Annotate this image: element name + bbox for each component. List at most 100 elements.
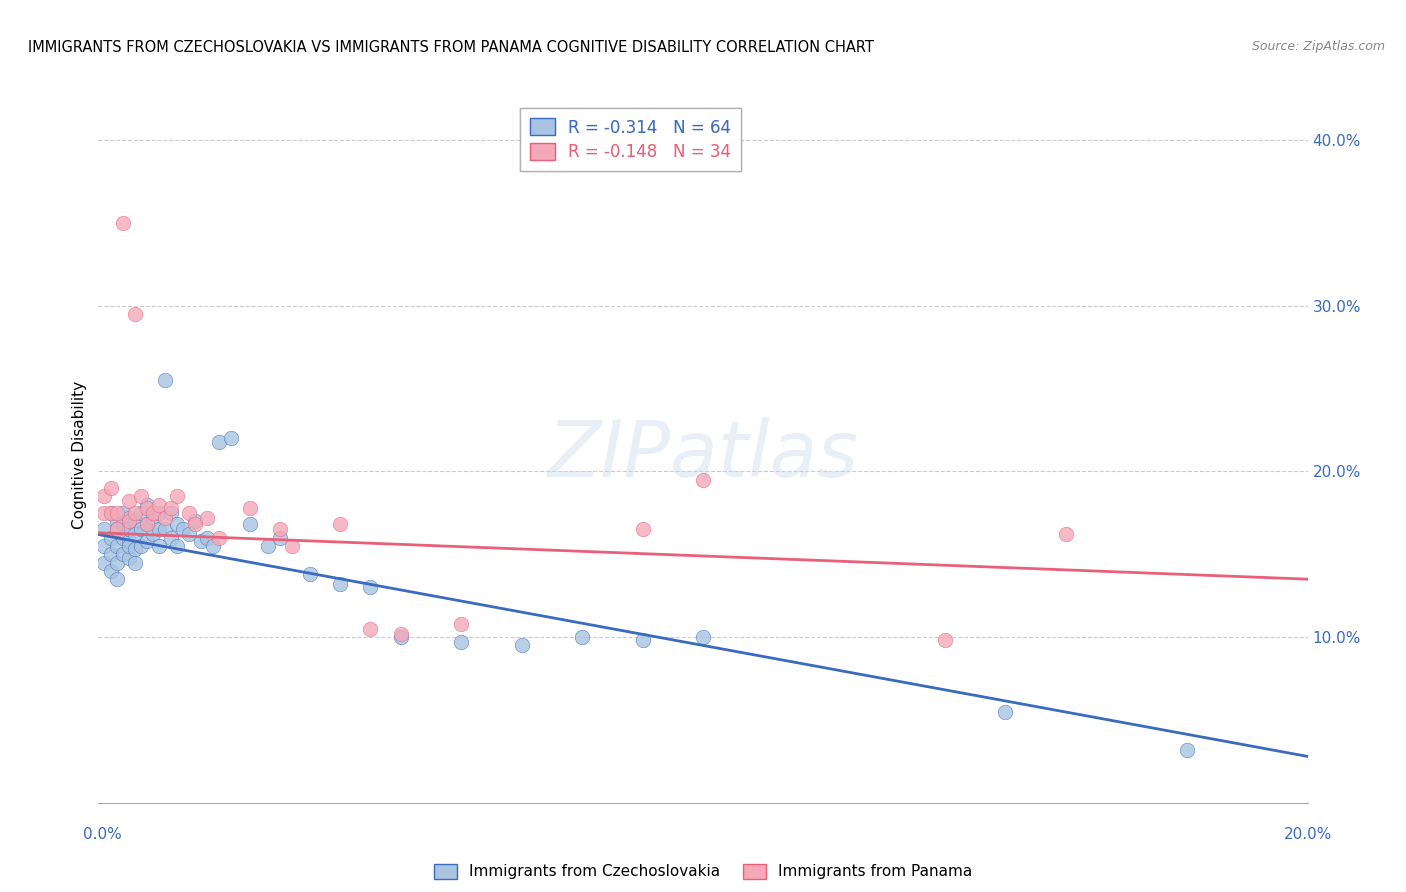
Point: [256, 539, 278, 553]
Point: [184, 514, 207, 528]
Point: [100, 531, 122, 545]
Point: [142, 506, 165, 520]
Point: [389, 627, 412, 641]
Point: [153, 523, 176, 537]
Point: [329, 517, 352, 532]
Point: [160, 531, 183, 545]
Point: [631, 523, 654, 537]
Point: [329, 577, 352, 591]
Point: [124, 307, 146, 321]
Point: [111, 517, 134, 532]
Point: [360, 622, 382, 636]
Point: [148, 523, 170, 537]
Point: [631, 633, 654, 648]
Point: [195, 511, 218, 525]
Point: [450, 616, 472, 631]
Point: [166, 489, 188, 503]
Point: [934, 633, 956, 648]
Point: [118, 511, 141, 525]
Point: [153, 373, 176, 387]
Point: [100, 506, 122, 520]
Point: [450, 635, 472, 649]
Point: [100, 481, 122, 495]
Point: [111, 216, 134, 230]
Point: [129, 506, 152, 520]
Point: [148, 539, 170, 553]
Point: [93, 556, 115, 570]
Point: [692, 630, 714, 644]
Point: [179, 506, 201, 520]
Point: [166, 517, 188, 532]
Point: [135, 500, 157, 515]
Text: 20.0%: 20.0%: [1284, 827, 1331, 841]
Point: [100, 564, 122, 578]
Point: [1054, 527, 1077, 541]
Point: [118, 523, 141, 537]
Point: [239, 517, 262, 532]
Point: [124, 542, 146, 557]
Point: [111, 547, 134, 561]
Point: [269, 523, 291, 537]
Point: [118, 550, 141, 565]
Point: [135, 517, 157, 532]
Point: [111, 531, 134, 545]
Point: [118, 539, 141, 553]
Point: [269, 531, 291, 545]
Point: [124, 514, 146, 528]
Text: ZIPatlas: ZIPatlas: [547, 417, 859, 493]
Point: [100, 547, 122, 561]
Point: [135, 517, 157, 532]
Point: [135, 534, 157, 549]
Point: [124, 506, 146, 520]
Point: [105, 556, 128, 570]
Point: [172, 523, 194, 537]
Point: [93, 489, 115, 503]
Point: [118, 514, 141, 528]
Text: 0.0%: 0.0%: [83, 827, 122, 841]
Point: [195, 531, 218, 545]
Point: [1175, 743, 1198, 757]
Point: [124, 527, 146, 541]
Point: [124, 556, 146, 570]
Text: Source: ZipAtlas.com: Source: ZipAtlas.com: [1251, 40, 1385, 54]
Point: [100, 506, 122, 520]
Point: [208, 531, 231, 545]
Point: [148, 506, 170, 520]
Point: [129, 489, 152, 503]
Point: [190, 534, 212, 549]
Point: [239, 500, 262, 515]
Point: [202, 539, 225, 553]
Point: [148, 498, 170, 512]
Point: [142, 511, 165, 525]
Point: [105, 506, 128, 520]
Point: [510, 639, 533, 653]
Point: [105, 572, 128, 586]
Point: [299, 567, 322, 582]
Point: [160, 500, 183, 515]
Point: [166, 539, 188, 553]
Point: [221, 431, 243, 445]
Point: [105, 523, 128, 537]
Point: [105, 514, 128, 528]
Point: [105, 523, 128, 537]
Point: [389, 630, 412, 644]
Point: [571, 630, 593, 644]
Point: [135, 498, 157, 512]
Point: [118, 494, 141, 508]
Point: [179, 527, 201, 541]
Point: [93, 523, 115, 537]
Point: [118, 534, 141, 549]
Point: [129, 539, 152, 553]
Point: [93, 539, 115, 553]
Point: [153, 511, 176, 525]
Point: [208, 434, 231, 449]
Point: [129, 523, 152, 537]
Text: IMMIGRANTS FROM CZECHOSLOVAKIA VS IMMIGRANTS FROM PANAMA COGNITIVE DISABILITY CO: IMMIGRANTS FROM CZECHOSLOVAKIA VS IMMIGR…: [28, 40, 875, 55]
Point: [281, 539, 304, 553]
Point: [93, 506, 115, 520]
Point: [160, 506, 183, 520]
Point: [142, 527, 165, 541]
Point: [692, 473, 714, 487]
Point: [360, 581, 382, 595]
Y-axis label: Cognitive Disability: Cognitive Disability: [72, 381, 87, 529]
